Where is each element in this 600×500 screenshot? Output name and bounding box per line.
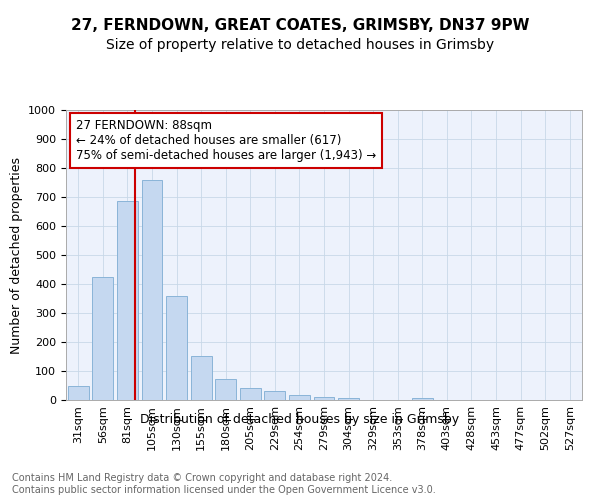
Text: Size of property relative to detached houses in Grimsby: Size of property relative to detached ho… xyxy=(106,38,494,52)
Text: Contains HM Land Registry data © Crown copyright and database right 2024.
Contai: Contains HM Land Registry data © Crown c… xyxy=(12,474,436,495)
Bar xyxy=(92,277,113,400)
Bar xyxy=(412,398,433,400)
Bar xyxy=(240,388,261,400)
Bar xyxy=(68,386,89,400)
Bar xyxy=(215,379,236,400)
Bar xyxy=(289,395,310,400)
Bar xyxy=(314,397,334,400)
Bar xyxy=(191,356,212,400)
Bar xyxy=(338,398,359,400)
Text: Distribution of detached houses by size in Grimsby: Distribution of detached houses by size … xyxy=(140,412,460,426)
Bar xyxy=(265,392,286,400)
Text: 27, FERNDOWN, GREAT COATES, GRIMSBY, DN37 9PW: 27, FERNDOWN, GREAT COATES, GRIMSBY, DN3… xyxy=(71,18,529,32)
Bar xyxy=(117,202,138,400)
Text: 27 FERNDOWN: 88sqm
← 24% of detached houses are smaller (617)
75% of semi-detach: 27 FERNDOWN: 88sqm ← 24% of detached hou… xyxy=(76,118,377,162)
Bar xyxy=(166,296,187,400)
Bar xyxy=(142,180,163,400)
Y-axis label: Number of detached properties: Number of detached properties xyxy=(10,156,23,354)
